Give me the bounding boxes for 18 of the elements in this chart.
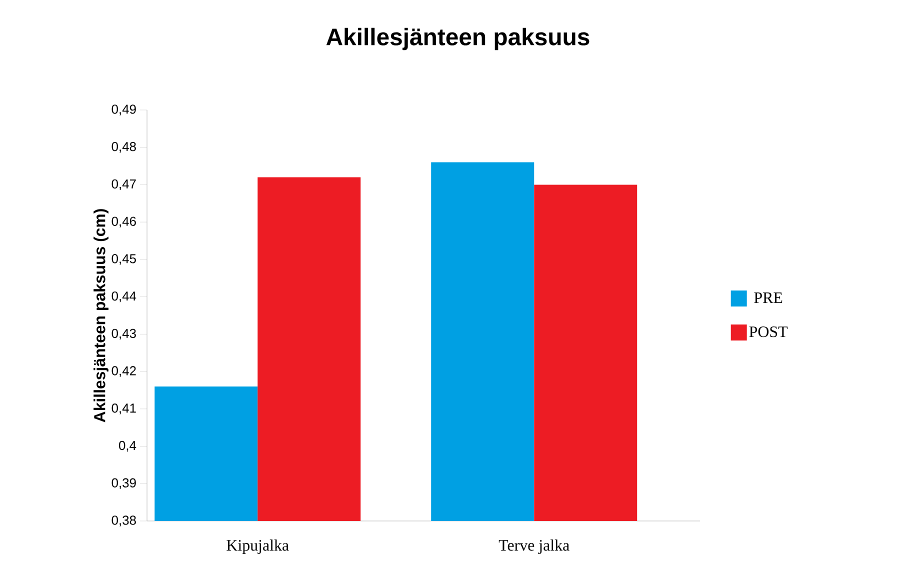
x-tick-label: Terve jalka bbox=[498, 540, 570, 554]
y-tick-label: 0,38 bbox=[112, 516, 136, 526]
y-tick-label: 0,43 bbox=[112, 328, 136, 340]
y-tick-label: 0,4 bbox=[118, 440, 136, 452]
y-tick-label: 0,44 bbox=[112, 291, 136, 302]
legend-label: PRE bbox=[754, 292, 782, 303]
y-tick-label: 0,49 bbox=[112, 104, 136, 116]
y-tick-label: 0,39 bbox=[112, 478, 136, 489]
y-tick-label: 0,47 bbox=[112, 179, 136, 190]
y-tick-label: 0,42 bbox=[112, 366, 136, 377]
y-tick-label: 0,46 bbox=[112, 216, 136, 228]
y-tick-label: 0,45 bbox=[112, 254, 136, 265]
y-axis-title: Akillesjänteen paksuus (cm) bbox=[94, 209, 108, 422]
x-tick-label: Kipujalka bbox=[226, 540, 289, 554]
y-tick-label: 0,41 bbox=[112, 404, 136, 414]
chart-title: Akillesjänteen paksuus bbox=[326, 28, 590, 50]
y-tick-label: 0,48 bbox=[112, 142, 136, 153]
legend-label: POST bbox=[749, 326, 788, 338]
